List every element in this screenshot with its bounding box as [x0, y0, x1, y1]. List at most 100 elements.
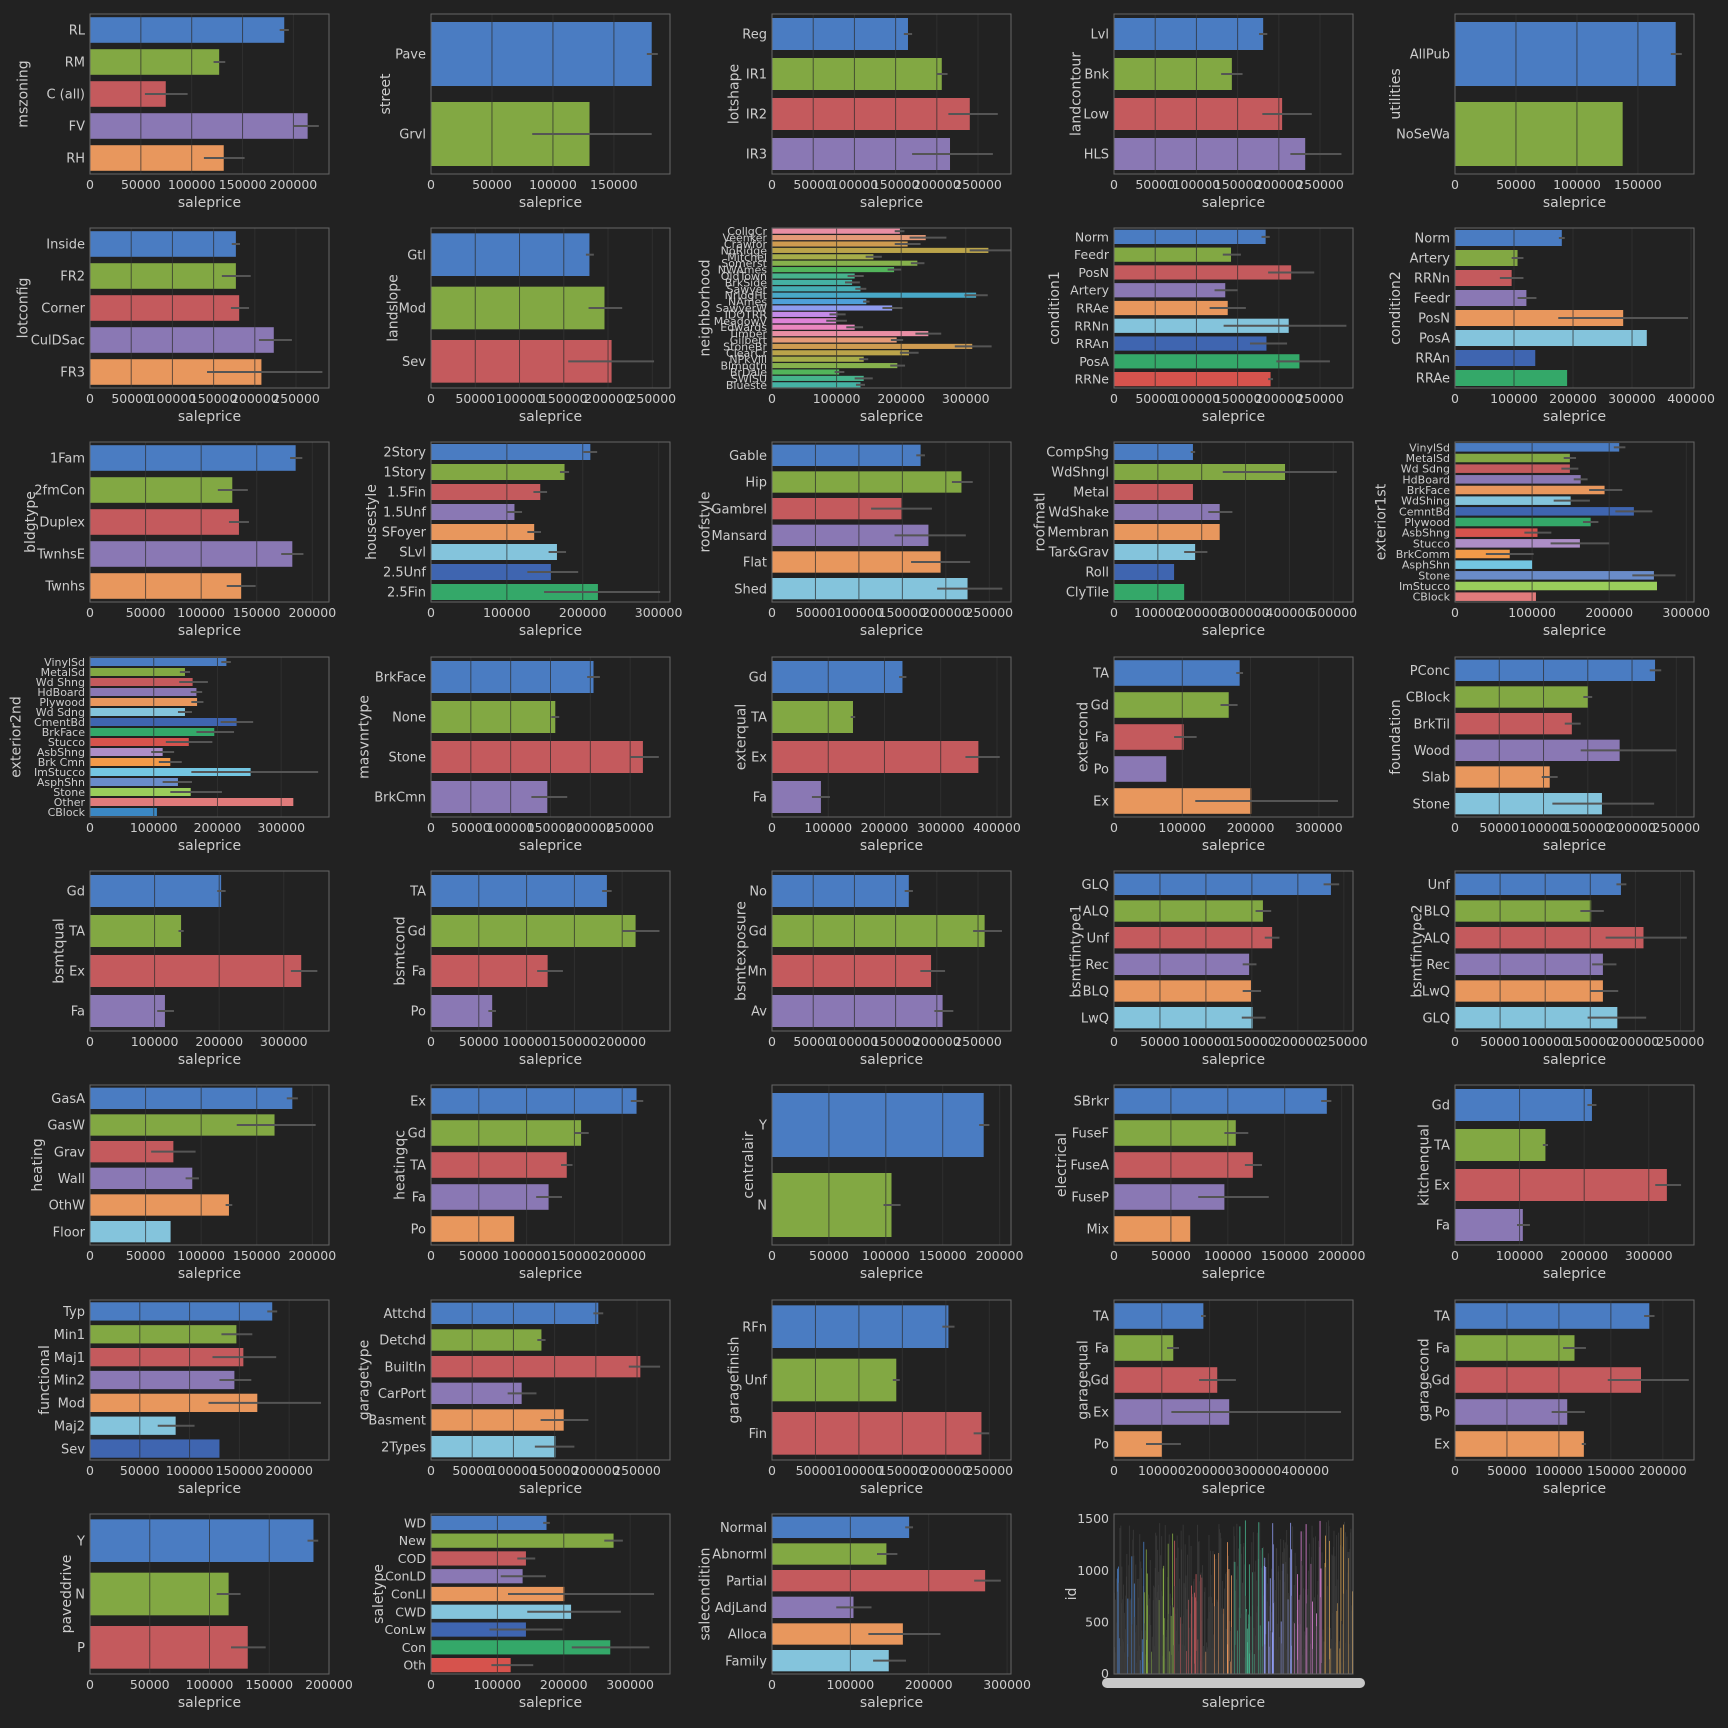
y-axis-label: neighborhood [698, 260, 714, 357]
tick-label: AsphShn [37, 776, 85, 789]
bar [1311, 1557, 1312, 1674]
bar [1181, 1549, 1183, 1674]
tick-label: AllPub [1410, 48, 1450, 63]
tick-label: 50000 [455, 391, 495, 406]
bar [1292, 1649, 1294, 1674]
bar [1275, 1589, 1277, 1674]
bar [1254, 1635, 1256, 1674]
tick-label: Metal [1073, 486, 1109, 501]
bar [1149, 1614, 1151, 1674]
x-axis-label: saleprice [178, 195, 241, 211]
bar [1343, 1524, 1344, 1674]
bar [1252, 1532, 1254, 1674]
bar [1166, 1630, 1168, 1674]
tick-label: Blmngtn [720, 360, 767, 373]
bar [1162, 1568, 1164, 1674]
bar-MetalSd [90, 668, 185, 676]
bar-Edwards [772, 324, 855, 330]
tick-label: 200000 [1608, 820, 1656, 835]
bar [1238, 1607, 1240, 1674]
bar [1317, 1581, 1319, 1674]
tick-label: Po [1094, 763, 1109, 778]
bar-Other [90, 798, 294, 806]
bar [1228, 1555, 1229, 1674]
bar-Mod [431, 286, 605, 330]
bar [1233, 1561, 1234, 1674]
y-axis-label: garagetype [357, 1340, 373, 1421]
bar-OthW [90, 1194, 229, 1216]
tick-label: No [749, 885, 767, 900]
tick-label: 100000 [483, 605, 531, 620]
bar [1185, 1587, 1186, 1674]
tick-label: ConLI [391, 1587, 426, 1602]
bar-Maj2 [90, 1416, 176, 1435]
bar [1129, 1600, 1131, 1674]
bar [1349, 1644, 1350, 1674]
bar [1308, 1570, 1309, 1674]
bar-Bnk [1114, 58, 1232, 90]
tick-label: NoRidge [721, 244, 768, 257]
tick-label: RRNn [1074, 318, 1109, 333]
bar [1210, 1574, 1212, 1674]
axes-frame [771, 1513, 1012, 1675]
bar [1213, 1648, 1215, 1674]
bar-NWAmes [772, 267, 895, 273]
tick-label: Gd [1432, 1374, 1450, 1389]
bar [1258, 1522, 1260, 1674]
bar [1272, 1544, 1274, 1674]
tick-label: FuseP [1071, 1191, 1109, 1206]
bar [1334, 1556, 1336, 1674]
bar [1240, 1543, 1242, 1674]
tick-label: 150000 [531, 1463, 579, 1478]
tick-label: 250000 [965, 605, 1013, 620]
bar [1130, 1598, 1132, 1674]
axes-frame [1454, 441, 1695, 603]
tick-label: WdShing [1401, 495, 1450, 508]
x-axis-label: saleprice [1543, 1481, 1606, 1497]
axes-frame [771, 656, 1012, 818]
bar [1206, 1642, 1207, 1674]
bar [1194, 1592, 1195, 1674]
bar [1309, 1543, 1310, 1674]
bar [1132, 1539, 1134, 1674]
tick-label: Fin [749, 1427, 767, 1442]
tick-label: 0 [768, 820, 776, 835]
bar [1120, 1525, 1122, 1674]
y-axis-label: electrical [1054, 1133, 1070, 1197]
tick-label: New [399, 1533, 426, 1548]
tick-label: Stone [53, 786, 85, 799]
x-axis-label: saleprice [178, 1481, 241, 1497]
bar [1351, 1605, 1352, 1674]
bar [1234, 1644, 1236, 1674]
bar [1126, 1554, 1128, 1674]
bar [1181, 1623, 1183, 1674]
bar [1289, 1658, 1291, 1674]
tick-label: PosA [1419, 332, 1450, 347]
bar-BLQ [1114, 980, 1251, 1002]
bar [1127, 1598, 1129, 1674]
y-axis-label: extercond [1076, 702, 1092, 772]
y-axis-label: exterior1st [1373, 483, 1389, 560]
bar [1174, 1540, 1176, 1674]
tick-label: StoneBr [723, 340, 767, 353]
y-axis-label: exterior2nd [8, 696, 24, 777]
tick-label: Mod [58, 1397, 85, 1412]
bar-BrkSide [772, 279, 853, 285]
tick-label: MetalSd [1406, 452, 1450, 465]
tick-label: BrkCmn [374, 791, 426, 806]
bar [1167, 1543, 1169, 1674]
tick-label: 300000 [1662, 605, 1710, 620]
bar [1304, 1635, 1306, 1674]
bar-TA [1455, 1303, 1650, 1329]
tick-label: 0 [86, 391, 94, 406]
tick-label: 400000 [973, 820, 1021, 835]
bar [1125, 1595, 1127, 1674]
bar [1223, 1608, 1225, 1674]
bar [1245, 1609, 1247, 1674]
subplot-garagetype: Attchd Detchd BuiltIn CarPort Basment 2Types0… [357, 1299, 671, 1497]
bar-New [431, 1533, 614, 1548]
tick-label: Duplex [39, 516, 85, 531]
